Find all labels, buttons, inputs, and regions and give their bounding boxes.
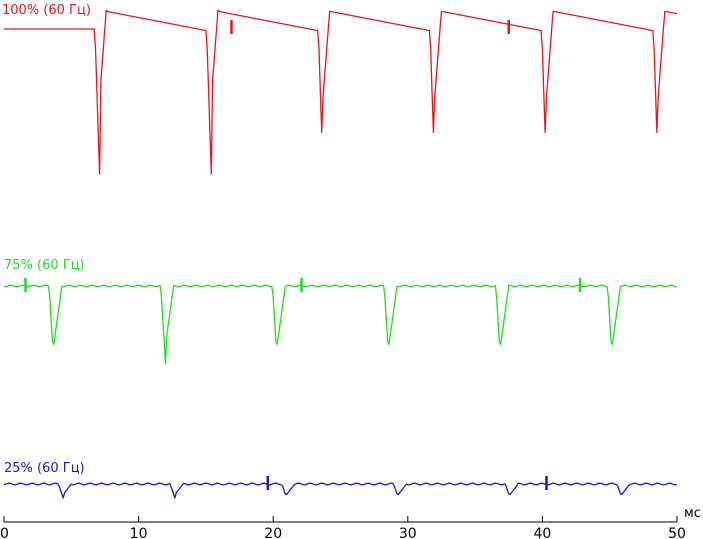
series-trace-2 <box>3 284 678 365</box>
x-tick-label-10: 10 <box>130 526 148 539</box>
series-trace-3 <box>3 482 678 499</box>
x-unit-label: мс <box>684 506 701 521</box>
x-tick-label-30: 30 <box>399 526 417 539</box>
x-tick-label-40: 40 <box>533 526 551 539</box>
x-axis: мс 0 10 20 30 40 50 <box>0 506 701 539</box>
series-trace-1 <box>4 9 678 175</box>
series-labels: 100% (60 Гц) 75% (60 Гц) 25% (60 Гц) <box>2 3 91 476</box>
series-label-3: 25% (60 Гц) <box>4 461 85 476</box>
series-label-2: 75% (60 Гц) <box>4 258 85 273</box>
series-label-1: 100% (60 Гц) <box>2 3 91 18</box>
x-tick-label-50: 50 <box>668 526 686 539</box>
x-tick-label-0: 0 <box>0 526 9 539</box>
traces <box>3 9 678 499</box>
x-tick-label-20: 20 <box>264 526 282 539</box>
